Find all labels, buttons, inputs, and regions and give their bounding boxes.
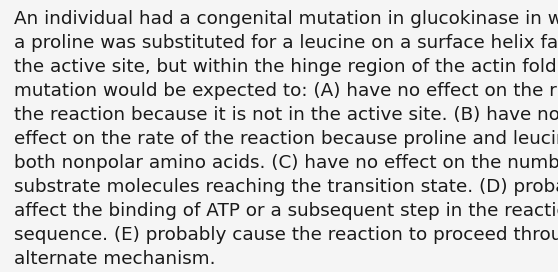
Text: both nonpolar amino acids. (C) have no effect on the number of: both nonpolar amino acids. (C) have no e… — [14, 154, 558, 172]
Text: affect the binding of ATP or a subsequent step in the reaction: affect the binding of ATP or a subsequen… — [14, 202, 558, 220]
Text: the reaction because it is not in the active site. (B) have no: the reaction because it is not in the ac… — [14, 106, 558, 124]
Text: the active site, but within the hinge region of the actin fold. This: the active site, but within the hinge re… — [14, 58, 558, 76]
Text: a proline was substituted for a leucine on a surface helix far from: a proline was substituted for a leucine … — [14, 34, 558, 52]
Text: alternate mechanism.: alternate mechanism. — [14, 250, 215, 268]
Text: effect on the rate of the reaction because proline and leucine are: effect on the rate of the reaction becau… — [14, 130, 558, 148]
Text: mutation would be expected to: (A) have no effect on the rate of: mutation would be expected to: (A) have … — [14, 82, 558, 100]
Text: sequence. (E) probably cause the reaction to proceed through an: sequence. (E) probably cause the reactio… — [14, 226, 558, 244]
Text: substrate molecules reaching the transition state. (D) probably: substrate molecules reaching the transit… — [14, 178, 558, 196]
Text: An individual had a congenital mutation in glucokinase in which: An individual had a congenital mutation … — [14, 10, 558, 27]
